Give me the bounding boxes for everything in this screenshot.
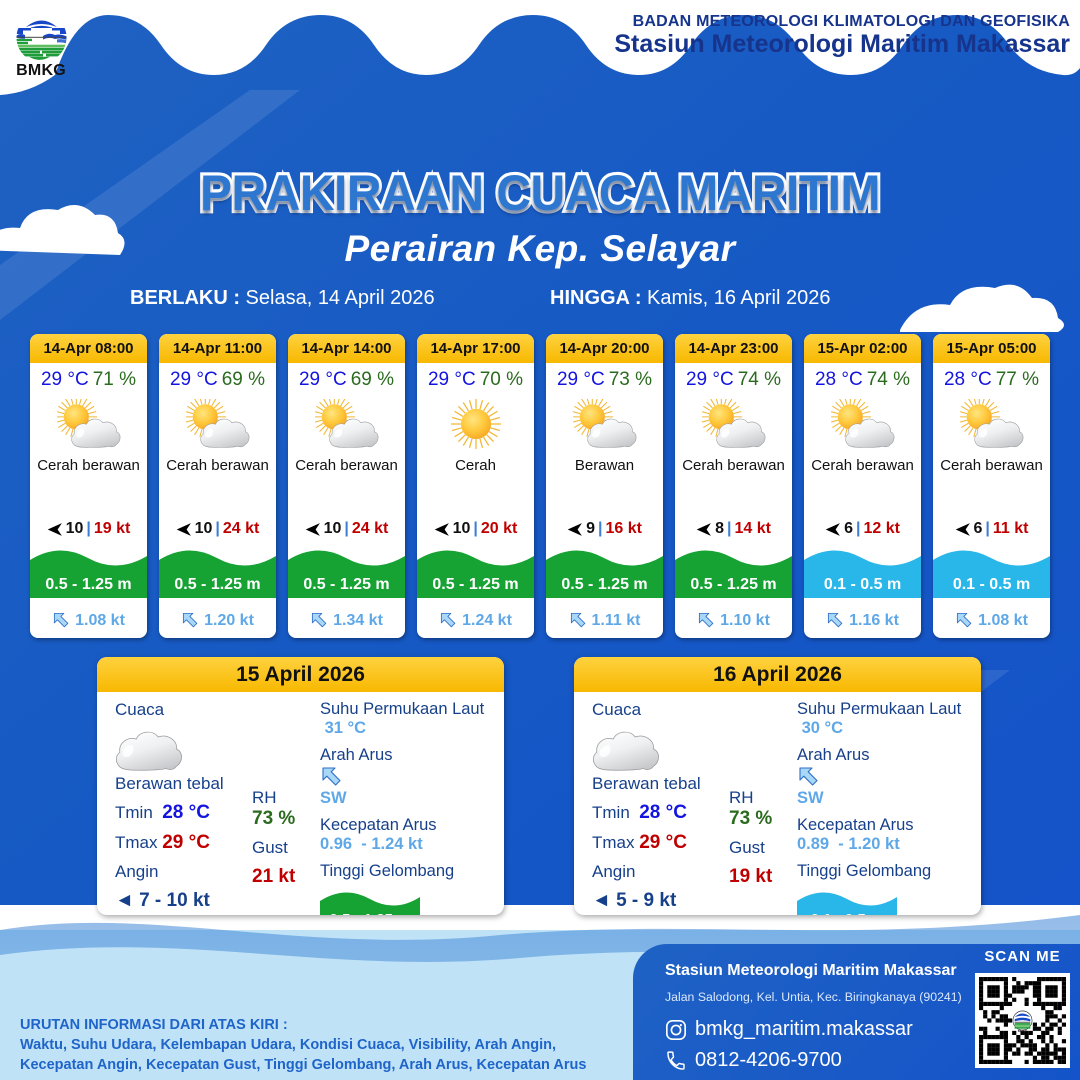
svg-text:BMKG: BMKG [1018, 1029, 1028, 1033]
